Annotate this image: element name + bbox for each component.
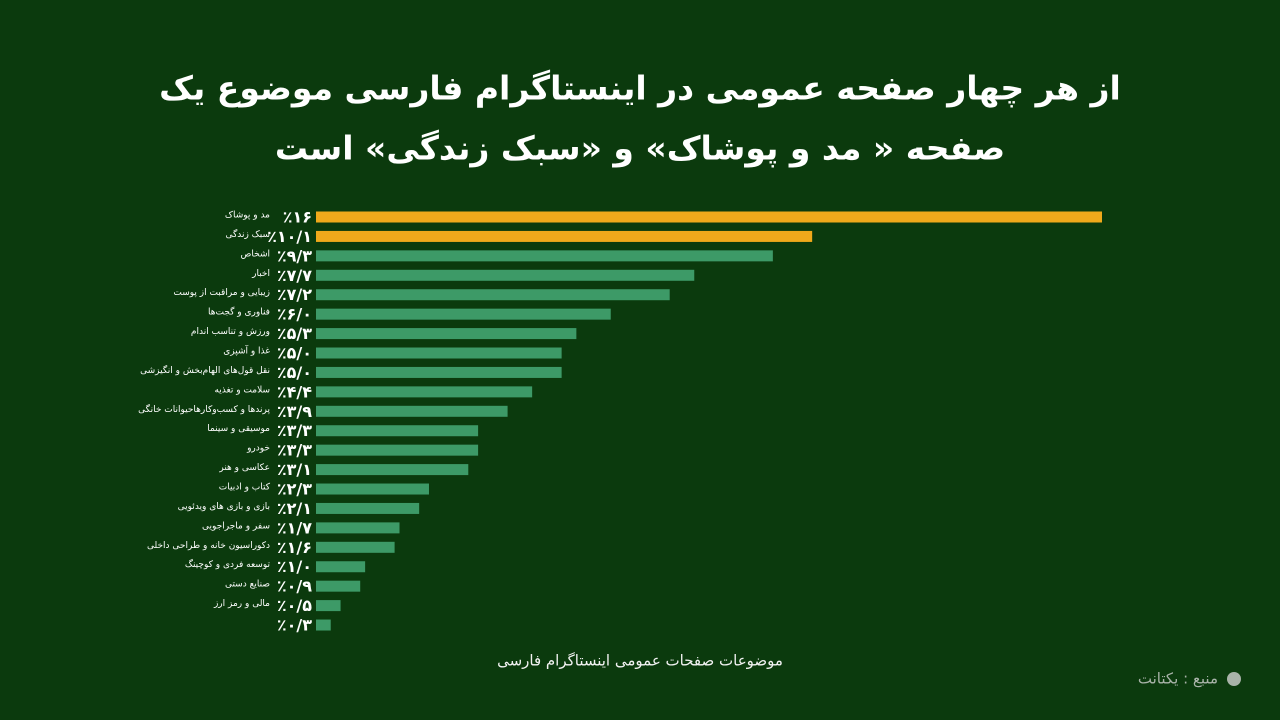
category-label: نقل قول‌های الهام‌بخش و انگیزشی	[140, 364, 270, 376]
category-label: مد و پوشاک	[225, 210, 270, 221]
value-label: ٪۱/۶	[277, 538, 312, 557]
bar	[316, 483, 429, 495]
category-label: زیبایی و مراقبت از پوست	[173, 288, 270, 298]
category-label: اشخاص	[241, 249, 270, 259]
bar	[316, 386, 533, 398]
category-label: کتاب و ادبیات	[219, 483, 271, 493]
category-label: ورزش و تناسب اندام	[191, 327, 270, 337]
value-label: ٪۱/۷	[277, 518, 312, 537]
category-label: عکاسی و هنر	[218, 463, 270, 473]
chart-title: از هر چهار صفحه عمومی در اینستاگرام فارس…	[159, 69, 1121, 109]
value-label: ٪۱/۰	[277, 557, 312, 576]
category-label: سلامت و تغذیه	[214, 385, 270, 395]
value-label: ٪۳/۳	[277, 441, 312, 460]
bar	[316, 250, 773, 262]
value-label: ٪۴/۴	[277, 382, 312, 401]
bar	[316, 522, 400, 534]
bar	[316, 600, 341, 612]
value-label: ٪۶/۰	[277, 305, 312, 324]
category-label: بازی و بازی های ویدئویی	[178, 502, 270, 512]
source-dot	[1227, 672, 1241, 686]
category-label: خودرو	[246, 444, 270, 454]
bar	[316, 269, 695, 281]
bar	[316, 464, 469, 476]
value-label: ٪۷/۷	[277, 266, 312, 285]
category-label: دکوراسیون خانه و طراحی داخلی	[147, 541, 270, 551]
x-axis-label: موضوعات صفحات عمومی اینستاگرام فارسی	[497, 652, 783, 670]
category-label: غذا و آشپزی	[223, 345, 270, 357]
bar	[316, 211, 1102, 223]
category-label: اخبار	[251, 269, 270, 279]
bar	[316, 328, 577, 340]
value-label: ٪۲/۳	[277, 480, 312, 499]
bar	[316, 580, 361, 592]
value-label: ٪۳/۳	[277, 421, 312, 440]
category-label: مالی و رمز ارز	[213, 599, 270, 609]
value-label: ٪۳/۱	[277, 460, 312, 479]
value-label: ٪۵/۰	[277, 344, 312, 363]
value-label: ٪۱۰/۱	[267, 227, 312, 246]
value-label: ٪۹/۳	[277, 246, 312, 265]
source: منبع : یکتانت	[1138, 670, 1218, 688]
value-label: ٪۲/۱	[277, 499, 312, 518]
bar	[316, 561, 366, 573]
bar	[316, 308, 611, 320]
value-label: ٪۷/۲	[277, 285, 312, 304]
category-label: سفر و ماجراجویی	[202, 521, 270, 531]
category-label: فناوری و گجت‌ها	[208, 306, 270, 318]
bar	[316, 541, 395, 553]
value-label: ٪۰/۵	[277, 596, 312, 615]
chart-title: صفحه « مد و پوشاک» و «سبک زندگی» است	[275, 129, 1005, 169]
bar	[316, 347, 562, 359]
bar	[316, 289, 670, 301]
value-label: ٪۰/۳	[277, 616, 312, 635]
bar	[316, 366, 562, 378]
bar	[316, 444, 479, 456]
bar	[316, 405, 508, 417]
value-label: ٪۱۶	[283, 208, 312, 227]
bar	[316, 230, 813, 242]
bar	[316, 502, 420, 514]
category-label: سبک زندگی	[225, 228, 270, 240]
value-label: ٪۰/۹	[277, 577, 312, 596]
bar	[316, 425, 479, 437]
category-label: موسیقی و سینما	[207, 424, 270, 434]
value-label: ٪۵/۳	[277, 324, 312, 343]
bar	[316, 619, 331, 631]
category-label: توسعه فردی و کوچینگ	[185, 558, 271, 570]
category-label: صنایع دستی	[225, 580, 270, 590]
value-label: ٪۵/۰	[277, 363, 312, 382]
value-label: ٪۳/۹	[277, 402, 312, 421]
category-label: پرندها و کسب‌وکارهاحیوانات خانگی	[138, 403, 270, 415]
